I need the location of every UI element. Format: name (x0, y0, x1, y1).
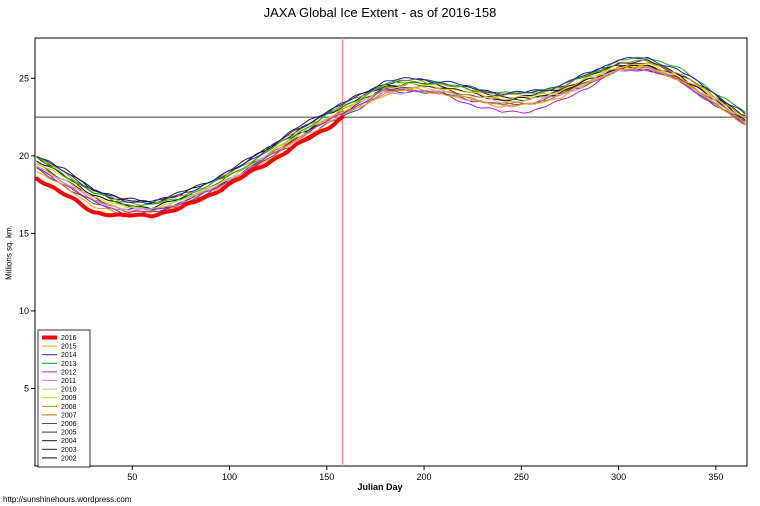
legend-label: 2005 (61, 430, 77, 437)
x-tick-label: 250 (514, 472, 529, 482)
series-line-2013 (36, 56, 746, 207)
legend-entry-2013: 2013 (42, 361, 77, 368)
legend-entry-2015: 2015 (42, 344, 77, 351)
legend-label: 2016 (61, 335, 77, 342)
legend-entry-2012: 2012 (42, 369, 77, 376)
legend-label: 2014 (61, 352, 77, 359)
series-lines (34, 56, 746, 219)
x-axis: 50 100 150 200 250 300 350 (127, 466, 723, 482)
series-line-2003 (36, 59, 746, 203)
series-line-2007 (36, 66, 746, 213)
legend-label: 2015 (61, 344, 77, 351)
source-url: http://sunshinehours.wordpress.com (3, 495, 132, 504)
legend-label: 2002 (61, 455, 77, 462)
series-line-2014 (36, 57, 746, 204)
x-tick-label: 50 (127, 472, 137, 482)
legend-label: 2013 (61, 361, 77, 368)
legend-entry-2007: 2007 (42, 412, 77, 419)
series-line-2016 (34, 115, 345, 219)
y-axis: 5 10 15 20 25 (19, 73, 35, 393)
legend-label: 2006 (61, 421, 77, 428)
x-axis-label: Julian Day (357, 482, 403, 492)
legend-entry-2011: 2011 (42, 378, 76, 385)
chart-title: JAXA Global Ice Extent - as of 2016-158 (263, 5, 497, 20)
legend-entry-2003: 2003 (42, 447, 77, 454)
legend-entry-2014: 2014 (42, 352, 77, 359)
y-axis-label: Millions sq. km. (4, 225, 14, 280)
legend-box (37, 329, 91, 468)
x-tick-label: 350 (708, 472, 723, 482)
legend-entry-2002: 2002 (42, 455, 77, 462)
x-tick-label: 200 (417, 472, 432, 482)
legend-entry-2004: 2004 (42, 438, 77, 445)
legend-entry-2006: 2006 (42, 421, 77, 428)
x-tick-label: 150 (319, 472, 334, 482)
x-tick-label: 100 (222, 472, 237, 482)
series-line-2008 (36, 59, 746, 206)
y-tick-label: 20 (19, 151, 29, 161)
legend-entry-2008: 2008 (42, 404, 77, 411)
legend-entry-2016: 2016 (42, 335, 77, 342)
legend-label: 2003 (61, 447, 77, 454)
legend-label: 2011 (61, 378, 76, 385)
series-line-2012 (36, 68, 746, 214)
y-tick-label: 10 (19, 306, 29, 316)
legend-entry-2005: 2005 (42, 430, 77, 437)
series-line-2002 (36, 64, 746, 210)
y-tick-label: 15 (19, 228, 29, 238)
y-tick-label: 5 (24, 383, 29, 393)
y-tick-label: 25 (19, 73, 29, 83)
legend-entry-2010: 2010 (42, 387, 77, 394)
series-line-2015 (36, 65, 746, 217)
plot-box (34, 37, 748, 467)
legend-label: 2004 (61, 438, 77, 445)
legend-label: 2008 (61, 404, 77, 411)
legend-label: 2009 (61, 395, 77, 402)
legend-label: 2007 (61, 412, 77, 419)
legend-label: 2012 (61, 369, 77, 376)
legend-label: 2010 (61, 387, 77, 394)
x-tick-label: 300 (611, 472, 626, 482)
legend-entry-2009: 2009 (42, 395, 77, 402)
